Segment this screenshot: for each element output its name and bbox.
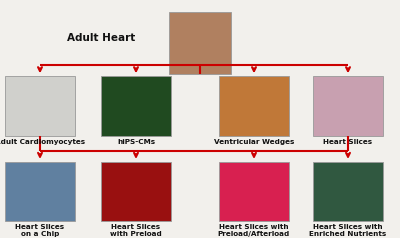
FancyBboxPatch shape [219, 162, 289, 221]
Text: Heart Slices: Heart Slices [324, 139, 372, 144]
FancyBboxPatch shape [5, 162, 75, 221]
FancyBboxPatch shape [219, 76, 289, 136]
Text: Heart Slices with
Preload/Afterload: Heart Slices with Preload/Afterload [218, 224, 290, 237]
Text: Adult Heart: Adult Heart [67, 33, 135, 43]
Text: Adult Cardiomyocytes: Adult Cardiomyocytes [0, 139, 85, 144]
FancyBboxPatch shape [5, 76, 75, 136]
FancyBboxPatch shape [313, 76, 383, 136]
Text: Heart Slices
with Preload: Heart Slices with Preload [110, 224, 162, 237]
Text: Ventricular Wedges: Ventricular Wedges [214, 139, 294, 144]
Text: hiPS-CMs: hiPS-CMs [117, 139, 155, 144]
FancyBboxPatch shape [313, 162, 383, 221]
FancyBboxPatch shape [101, 162, 171, 221]
FancyBboxPatch shape [169, 12, 231, 74]
Text: Heart Slices
on a Chip: Heart Slices on a Chip [16, 224, 64, 237]
Text: Heart Slices with
Enriched Nutrients: Heart Slices with Enriched Nutrients [309, 224, 387, 237]
FancyBboxPatch shape [101, 76, 171, 136]
